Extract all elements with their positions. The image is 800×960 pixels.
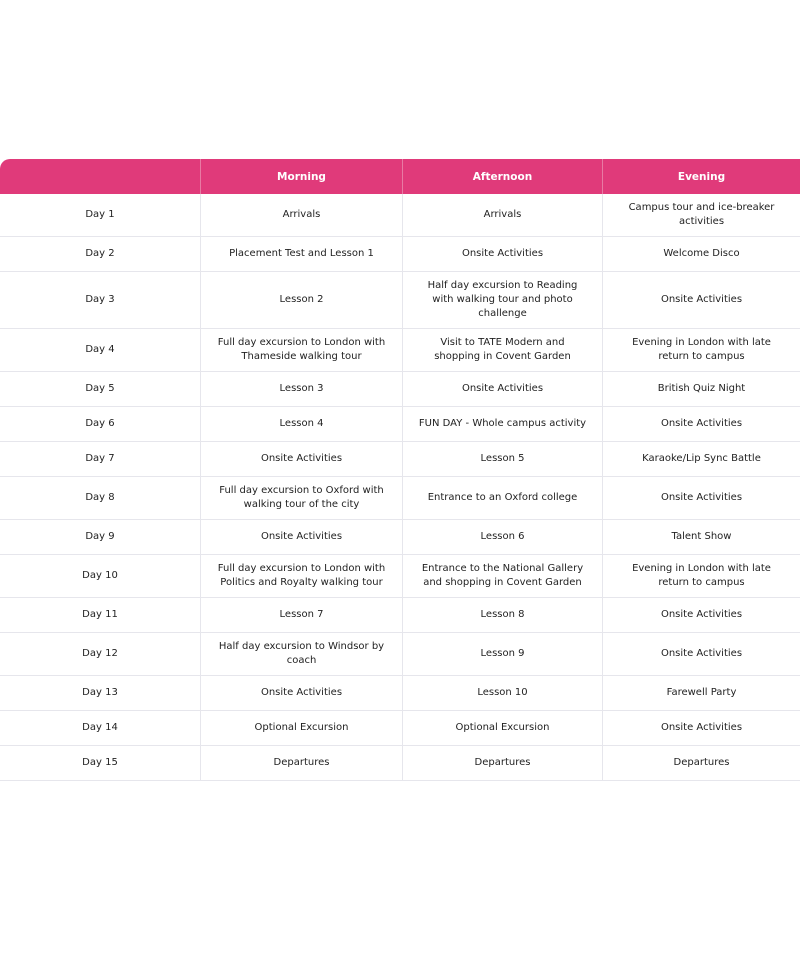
evening-cell: Onsite Activities: [602, 598, 800, 633]
morning-cell: Lesson 4: [200, 407, 402, 442]
afternoon-cell: Lesson 6: [402, 520, 602, 555]
morning-cell: Onsite Activities: [200, 520, 402, 555]
table-header-row: Morning Afternoon Evening: [0, 159, 800, 194]
morning-cell: Full day excursion to London with Politi…: [200, 555, 402, 598]
morning-cell: Full day excursion to Oxford with walkin…: [200, 477, 402, 520]
evening-cell: Welcome Disco: [602, 237, 800, 272]
evening-cell: Talent Show: [602, 520, 800, 555]
evening-cell: Onsite Activities: [602, 477, 800, 520]
header-afternoon: Afternoon: [402, 159, 602, 194]
evening-cell: British Quiz Night: [602, 372, 800, 407]
morning-cell: Optional Excursion: [200, 711, 402, 746]
afternoon-cell: Visit to TATE Modern and shopping in Cov…: [402, 329, 602, 372]
evening-cell: Evening in London with late return to ca…: [602, 555, 800, 598]
afternoon-cell: Half day excursion to Reading with walki…: [402, 272, 602, 329]
evening-cell: Onsite Activities: [602, 633, 800, 676]
day-cell: Day 1: [0, 194, 200, 237]
schedule-table: Morning Afternoon Evening Day 1 Arrivals Arr…: [0, 159, 800, 781]
morning-cell: Full day excursion to London with Thames…: [200, 329, 402, 372]
evening-cell: Onsite Activities: [602, 272, 800, 329]
table-row: Day 5 Lesson 3 Onsite Activities British Qu…: [0, 372, 800, 407]
day-cell: Day 13: [0, 676, 200, 711]
morning-cell: Departures: [200, 746, 402, 781]
day-cell: Day 4: [0, 329, 200, 372]
afternoon-cell: Departures: [402, 746, 602, 781]
morning-cell: Arrivals: [200, 194, 402, 237]
table-row: Day 6 Lesson 4 FUN DAY - Whole campus acti…: [0, 407, 800, 442]
table-row: Day 15 Departures Departures Departures: [0, 746, 800, 781]
day-cell: Day 15: [0, 746, 200, 781]
day-cell: Day 2: [0, 237, 200, 272]
evening-cell: Onsite Activities: [602, 407, 800, 442]
evening-cell: Campus tour and ice-breaker activities: [602, 194, 800, 237]
day-cell: Day 6: [0, 407, 200, 442]
day-cell: Day 10: [0, 555, 200, 598]
schedule-table-container: Morning Afternoon Evening Day 1 Arrivals Arr…: [0, 159, 800, 781]
afternoon-cell: Lesson 9: [402, 633, 602, 676]
table-row: Day 13 Onsite Activities Lesson 10 Farewell…: [0, 676, 800, 711]
afternoon-cell: Onsite Activities: [402, 372, 602, 407]
morning-cell: Onsite Activities: [200, 676, 402, 711]
morning-cell: Lesson 3: [200, 372, 402, 407]
morning-cell: Lesson 7: [200, 598, 402, 633]
day-cell: Day 3: [0, 272, 200, 329]
day-cell: Day 7: [0, 442, 200, 477]
header-morning: Morning: [200, 159, 402, 194]
table-row: Day 11 Lesson 7 Lesson 8 Onsite Activities: [0, 598, 800, 633]
table-row: Day 3 Lesson 2 Half day excursion to Readi…: [0, 272, 800, 329]
afternoon-cell: Lesson 8: [402, 598, 602, 633]
table-row: Day 12 Half day excursion to Windsor by c…: [0, 633, 800, 676]
evening-cell: Evening in London with late return to ca…: [602, 329, 800, 372]
afternoon-cell: FUN DAY - Whole campus activity: [402, 407, 602, 442]
evening-cell: Departures: [602, 746, 800, 781]
header-day: [0, 159, 200, 194]
afternoon-cell: Onsite Activities: [402, 237, 602, 272]
table-row: Day 1 Arrivals Arrivals Campus tour and ice…: [0, 194, 800, 237]
afternoon-cell: Entrance to the National Gallery and sho…: [402, 555, 602, 598]
evening-cell: Onsite Activities: [602, 711, 800, 746]
table-row: Day 8 Full day excursion to Oxford with w…: [0, 477, 800, 520]
day-cell: Day 12: [0, 633, 200, 676]
day-cell: Day 8: [0, 477, 200, 520]
table-row: Day 7 Onsite Activities Lesson 5 Karaoke/Li…: [0, 442, 800, 477]
day-cell: Day 14: [0, 711, 200, 746]
table-row: Day 9 Onsite Activities Lesson 6 Talent Sho…: [0, 520, 800, 555]
evening-cell: Farewell Party: [602, 676, 800, 711]
afternoon-cell: Entrance to an Oxford college: [402, 477, 602, 520]
day-cell: Day 5: [0, 372, 200, 407]
day-cell: Day 11: [0, 598, 200, 633]
table-row: Day 2 Placement Test and Lesson 1 Onsite A…: [0, 237, 800, 272]
morning-cell: Half day excursion to Windsor by coach: [200, 633, 402, 676]
header-evening: Evening: [602, 159, 800, 194]
morning-cell: Onsite Activities: [200, 442, 402, 477]
day-cell: Day 9: [0, 520, 200, 555]
afternoon-cell: Lesson 5: [402, 442, 602, 477]
table-row: Day 10 Full day excursion to London with …: [0, 555, 800, 598]
afternoon-cell: Optional Excursion: [402, 711, 602, 746]
morning-cell: Placement Test and Lesson 1: [200, 237, 402, 272]
afternoon-cell: Lesson 10: [402, 676, 602, 711]
evening-cell: Karaoke/Lip Sync Battle: [602, 442, 800, 477]
table-row: Day 14 Optional Excursion Optional Excursi…: [0, 711, 800, 746]
table-row: Day 4 Full day excursion to London with T…: [0, 329, 800, 372]
afternoon-cell: Arrivals: [402, 194, 602, 237]
morning-cell: Lesson 2: [200, 272, 402, 329]
